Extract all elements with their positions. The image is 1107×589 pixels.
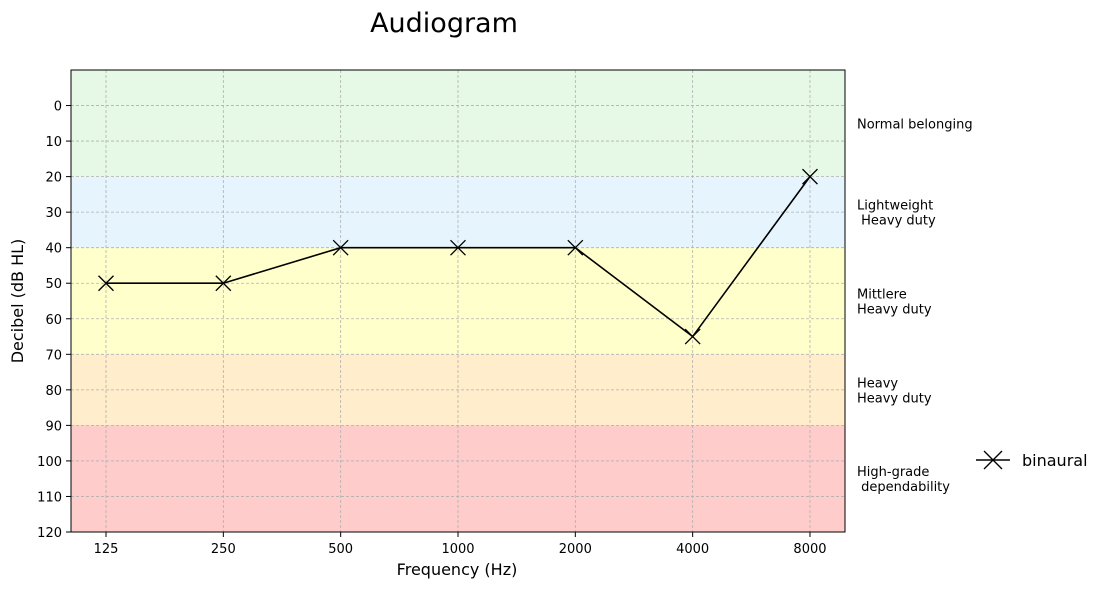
band-4 <box>71 425 845 532</box>
y-tick-label-20: 20 <box>45 171 62 186</box>
y-tick-label-60: 60 <box>45 313 62 328</box>
x-tick-label-1000: 1000 <box>441 542 474 557</box>
x-axis-ticks: 125 250 500 1000 2000 4000 8000 <box>94 532 827 557</box>
y-tick-label-50: 50 <box>45 277 62 292</box>
data-point-4000 <box>684 328 701 345</box>
x-axis-title: Frequency (Hz) <box>397 560 518 579</box>
band-label-3: Heavy Heavy duty <box>857 376 932 406</box>
y-tick-label-100: 100 <box>37 455 62 470</box>
legend-label: binaural <box>1022 451 1088 470</box>
x-tick-label-8000: 8000 <box>793 542 826 557</box>
band-label-2: Mittlere Heavy duty <box>857 288 932 318</box>
y-tick-label-80: 80 <box>45 384 62 399</box>
x-tick-label-2000: 2000 <box>559 542 592 557</box>
data-point-500 <box>332 239 349 256</box>
y-axis-title: Decibel (dB HL) <box>8 239 27 364</box>
data-point-1000 <box>450 239 466 256</box>
y-tick-label-110: 110 <box>37 490 62 505</box>
data-point-125 <box>98 275 114 292</box>
band-label-4: High-grade dependability <box>857 465 950 495</box>
data-point-250 <box>215 275 232 292</box>
x-tick-label-500: 500 <box>328 542 353 557</box>
y-tick-label-120: 120 <box>37 526 62 541</box>
y-tick-label-30: 30 <box>45 206 62 221</box>
band-label-0: Normal belonging <box>857 117 973 132</box>
x-tick-label-4000: 4000 <box>676 542 709 557</box>
y-tick-label-70: 70 <box>45 348 62 363</box>
y-tick-label-90: 90 <box>45 419 62 434</box>
chart-title: Audiogram <box>370 8 518 39</box>
series-layer <box>98 168 818 345</box>
band-label-1: Lightweight Heavy duty <box>857 199 936 229</box>
y-tick-label-10: 10 <box>45 135 62 150</box>
data-point-2000 <box>567 239 584 256</box>
y-axis-ticks: 0 10 20 30 40 50 60 70 80 90 100 110 120 <box>37 100 71 541</box>
y-tick-label-0: 0 <box>54 100 62 115</box>
band-labels: Normal belonging Lightweight Heavy duty Mi… <box>857 117 973 495</box>
legend: binaural <box>976 450 1088 470</box>
x-tick-label-250: 250 <box>211 542 236 557</box>
legend-marker-x <box>976 450 1010 470</box>
data-point-8000 <box>802 168 818 185</box>
y-tick-label-40: 40 <box>45 242 62 257</box>
x-tick-label-125: 125 <box>94 542 119 557</box>
